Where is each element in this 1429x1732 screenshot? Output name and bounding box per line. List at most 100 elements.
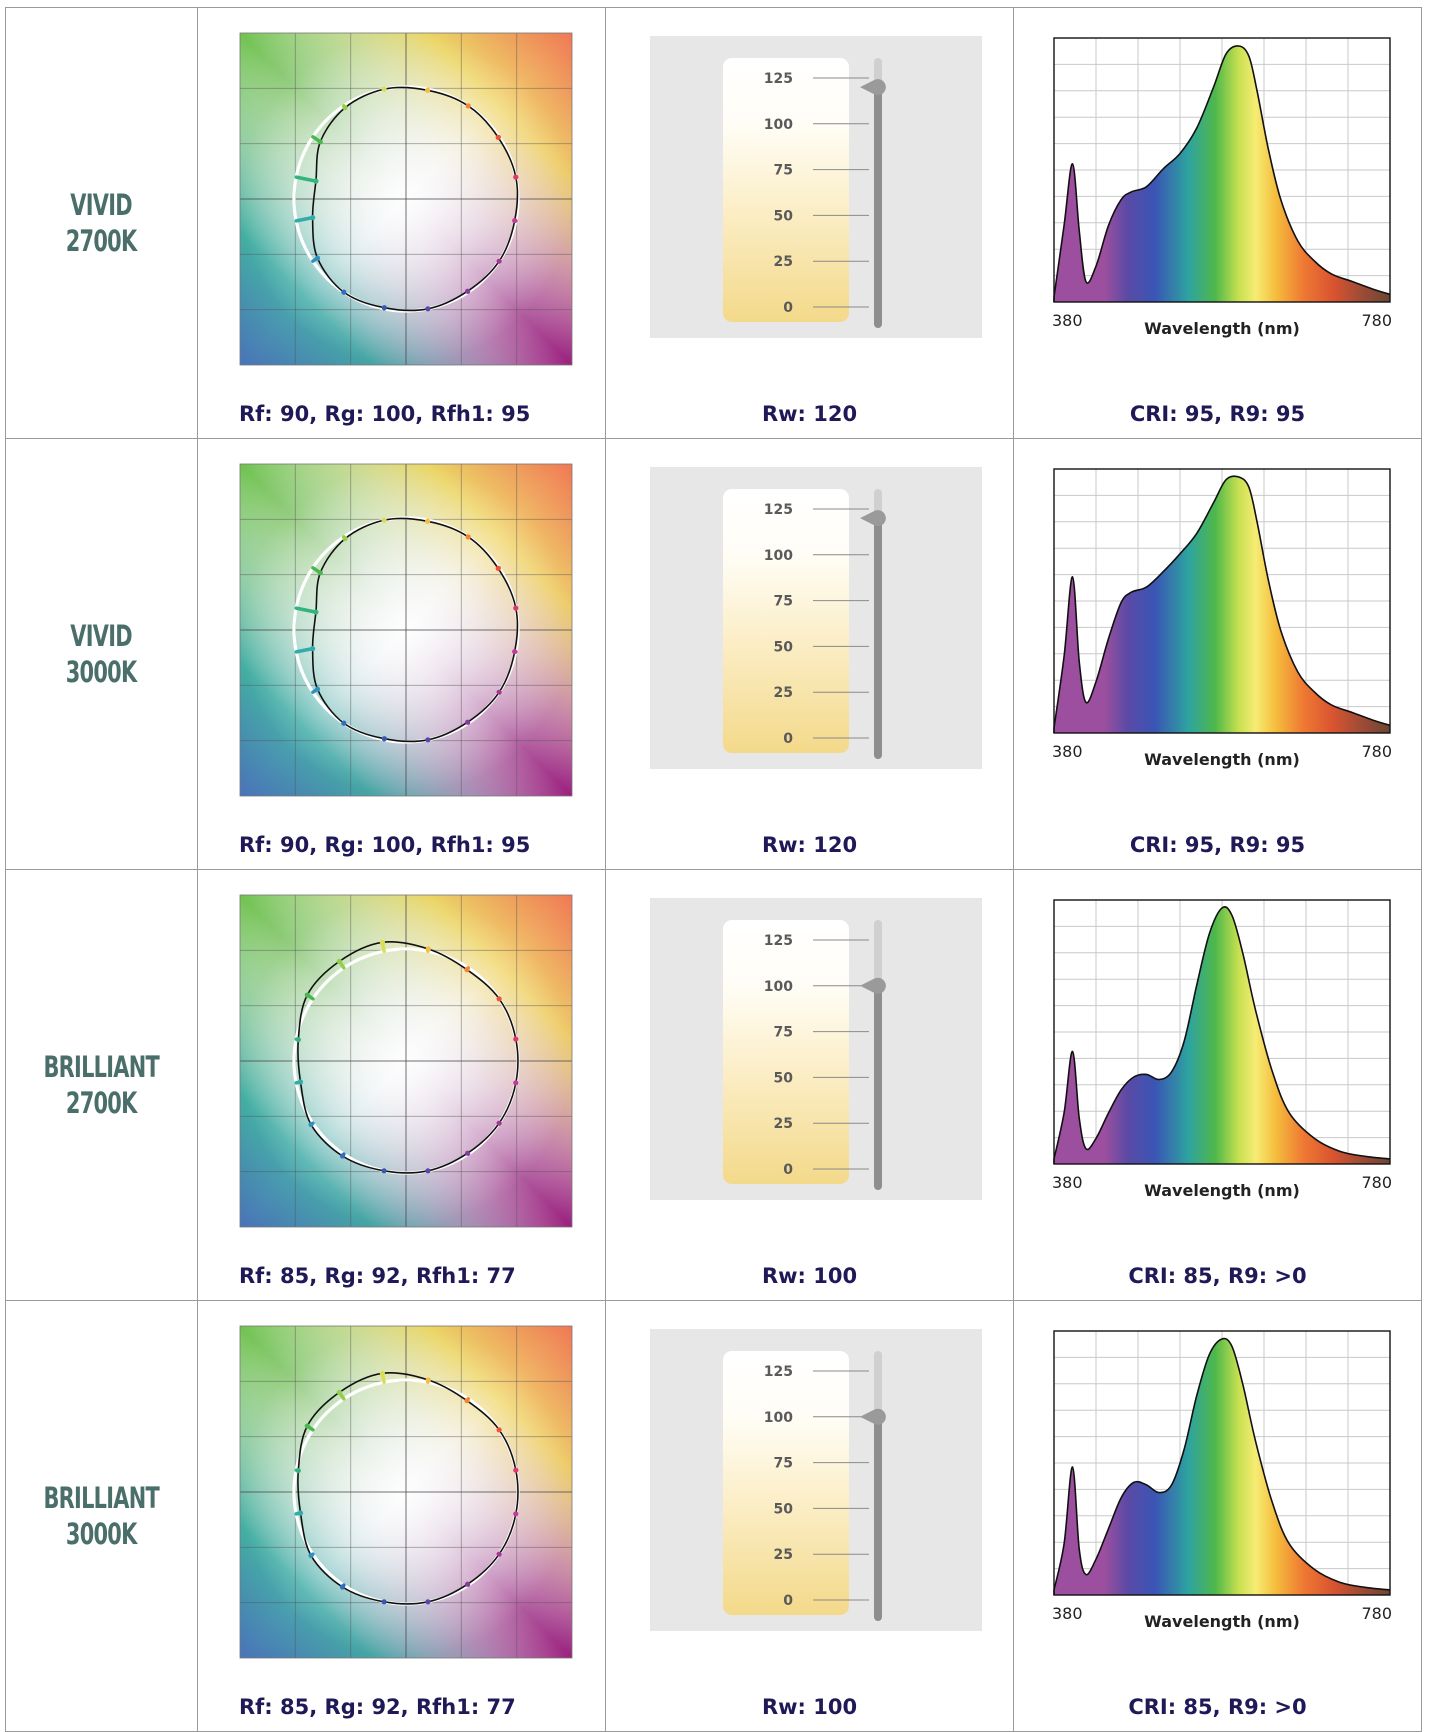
hue-bin-point [425, 1168, 430, 1173]
hue-bin-point [340, 1153, 345, 1158]
hue-bin-point [497, 259, 502, 264]
hue-bin-point [425, 519, 430, 524]
cri-caption: CRI: 95, R9: 95 [1014, 402, 1421, 426]
hue-bin-point [315, 256, 320, 261]
hue-bin-point [310, 215, 315, 220]
hue-bin-point [313, 179, 318, 184]
hue-bin-point [465, 1151, 470, 1156]
hue-bin-point [315, 687, 320, 692]
gauge-tick-label: 50 [774, 1501, 794, 1517]
gauge-tick-label: 0 [783, 731, 793, 747]
hue-bin-point [497, 1121, 502, 1126]
row-name-line1: BRILLIANT [44, 1480, 160, 1516]
row-name-line1: VIVID [66, 187, 137, 223]
hue-bin-point [496, 566, 501, 571]
hue-bin-point [513, 1037, 518, 1042]
row-name-line2: 3000K [44, 1516, 160, 1552]
hue-bin-point [497, 996, 502, 1001]
x-min-label: 380 [1052, 311, 1083, 330]
hue-bin-point [318, 139, 323, 144]
hue-bin-point [308, 1122, 313, 1127]
gauge-fill [874, 986, 882, 1190]
x-max-label: 780 [1361, 1604, 1392, 1623]
hue-bin-point [513, 1511, 518, 1516]
hue-bin-point [341, 290, 346, 295]
row-name-line1: VIVID [66, 618, 137, 654]
hue-bin-point [298, 1079, 303, 1084]
hue-bin-point [380, 940, 385, 945]
gauge-tick-label: 0 [783, 1593, 793, 1609]
x-min-label: 380 [1052, 1604, 1083, 1623]
gauge-tick-label: 50 [774, 639, 794, 655]
gauge-tick-label: 100 [764, 548, 793, 564]
gauge-tick-label: 75 [774, 594, 793, 610]
hue-bin-point [318, 570, 323, 575]
fidelity-caption: Rf: 85, Rg: 92, Rfh1: 77 [198, 1264, 605, 1288]
x-min-label: 380 [1052, 1173, 1083, 1192]
gauge-tick-label: 75 [774, 1025, 793, 1041]
hue-bin-point [305, 992, 310, 997]
hue-bin-point [313, 610, 318, 615]
spectral-power-chart: 380 780 Wavelength (nm) [1014, 870, 1422, 1301]
hue-bin-point [497, 1427, 502, 1432]
gauge-tick-label: 125 [764, 502, 793, 518]
x-axis-label: Wavelength (nm) [1144, 319, 1300, 338]
gauge-tick-label: 125 [764, 1364, 793, 1380]
hue-bin-point [298, 1510, 303, 1515]
hue-bin-point [382, 305, 387, 310]
row-name-line2: 2700K [44, 1085, 160, 1121]
hue-bin-point [513, 1468, 518, 1473]
x-min-label: 380 [1052, 742, 1083, 761]
hue-bin-point [382, 1168, 387, 1173]
gauge-tick-label: 125 [764, 933, 793, 949]
hue-bin-point [513, 606, 518, 611]
rw-caption: Rw: 120 [606, 833, 1013, 857]
hue-bin-point [382, 1599, 387, 1604]
x-axis-label: Wavelength (nm) [1144, 750, 1300, 769]
gauge-tick-label: 25 [774, 1547, 793, 1563]
x-max-label: 780 [1361, 742, 1392, 761]
gauge-tick-label: 25 [774, 254, 793, 270]
gauge-tick-label: 125 [764, 71, 793, 87]
color-vector-cell: Rf: 90, Rg: 100, Rfh1: 95 [198, 439, 606, 870]
hue-bin-point [380, 1371, 385, 1376]
gauge-tick-label: 100 [764, 117, 793, 133]
hue-bin-point [466, 103, 471, 108]
x-axis-label: Wavelength (nm) [1144, 1181, 1300, 1200]
color-vector-graphic [198, 439, 606, 870]
gauge-tick-label: 25 [774, 685, 793, 701]
hue-bin-point [464, 1398, 469, 1403]
color-vector-cell: Rf: 90, Rg: 100, Rfh1: 95 [198, 8, 606, 439]
hue-bin-point [340, 1584, 345, 1589]
gauge-fill [874, 518, 882, 759]
row-name-line2: 2700K [66, 223, 137, 259]
rw-gauge: 0 25 50 75 100 125 [606, 439, 1014, 870]
hue-bin-point [308, 1553, 313, 1558]
x-max-label: 780 [1361, 1173, 1392, 1192]
spectral-power-chart: 380 780 Wavelength (nm) [1014, 439, 1422, 870]
x-axis-label: Wavelength (nm) [1144, 1612, 1300, 1631]
hue-bin-point [496, 135, 501, 140]
row-label-cell: BRILLIANT 2700K [6, 870, 198, 1301]
hue-bin-point [341, 721, 346, 726]
hue-bin-point [497, 690, 502, 695]
color-vector-cell: Rf: 85, Rg: 92, Rfh1: 77 [198, 870, 606, 1301]
row-label-cell: VIVID 3000K [6, 439, 198, 870]
fidelity-caption: Rf: 90, Rg: 100, Rfh1: 95 [198, 402, 605, 426]
spectral-power-chart: 380 780 Wavelength (nm) [1014, 1301, 1422, 1732]
gauge-tick-label: 50 [774, 208, 794, 224]
rw-caption: Rw: 120 [606, 402, 1013, 426]
rw-caption: Rw: 100 [606, 1264, 1013, 1288]
hue-bin-point [465, 720, 470, 725]
gauge-tick-label: 75 [774, 1456, 793, 1472]
hue-bin-point [382, 736, 387, 741]
hue-bin-point [382, 518, 387, 523]
gauge-fill [874, 87, 882, 328]
